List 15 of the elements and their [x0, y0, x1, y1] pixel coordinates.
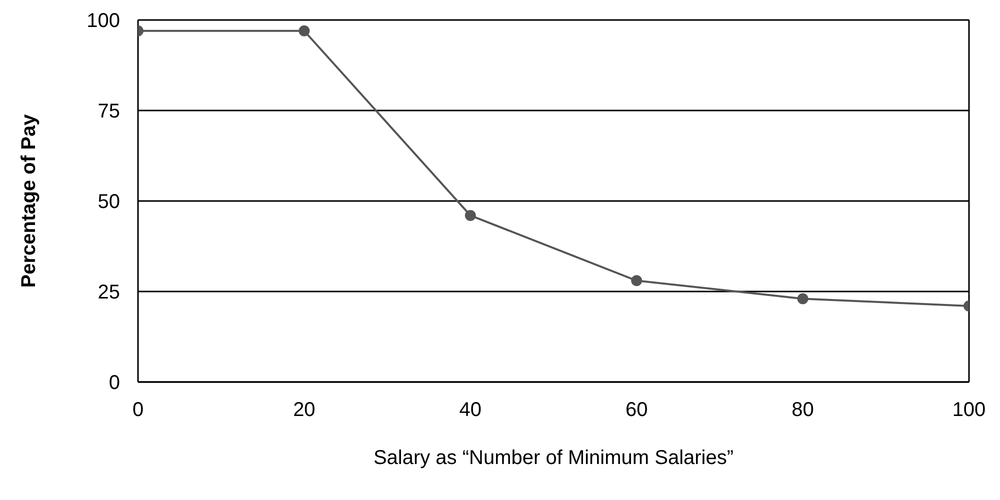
y-tick-label: 100 — [86, 10, 120, 32]
x-tick-label: 80 — [792, 399, 814, 422]
y-axis-title: Percentage of Pay — [18, 113, 40, 288]
x-tick-label: 20 — [293, 399, 316, 422]
y-tick-label: 75 — [98, 100, 120, 123]
y-tick-label: 0 — [108, 372, 120, 394]
x-tick-label: 100 — [952, 399, 986, 422]
point — [631, 275, 642, 286]
y-tick-label: 50 — [98, 191, 120, 214]
point — [464, 210, 476, 221]
x-axis-title: Salary as “Number of Minimum Salaries” — [373, 447, 734, 469]
y-tick-label: 25 — [98, 282, 120, 304]
x-tick-label: 0 — [132, 399, 144, 422]
x-tick-label: 40 — [459, 399, 482, 422]
x-tick-label: 60 — [625, 399, 648, 422]
